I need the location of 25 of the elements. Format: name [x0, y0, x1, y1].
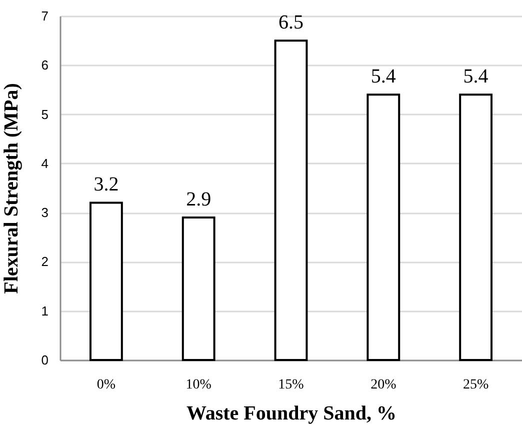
x-tick-label: 20% — [370, 378, 397, 392]
y-tick-label: 3 — [41, 205, 48, 220]
y-tick-label: 6 — [41, 58, 48, 73]
x-tick-label: 25% — [462, 378, 489, 392]
bar — [366, 94, 400, 361]
y-tick-label: 7 — [41, 8, 48, 24]
y-axis-title: Flexural Strength (MPa) — [0, 83, 22, 294]
x-tick-label: 0% — [96, 378, 116, 392]
bar — [182, 216, 216, 361]
data-label: 5.4 — [370, 66, 396, 88]
y-tick-label: 4 — [41, 156, 48, 171]
x-tick-label: 10% — [186, 378, 212, 392]
x-axis-title: Waste Foundry Sand, % — [186, 402, 397, 424]
data-label: 3.2 — [94, 174, 119, 196]
data-label: 2.9 — [186, 188, 212, 210]
y-tick-label: 5 — [41, 106, 48, 122]
y-tick-label: 2 — [41, 254, 48, 270]
y-tick-label: 1 — [41, 303, 48, 318]
y-tick-label: 0 — [41, 352, 48, 368]
bar — [274, 40, 308, 361]
data-label: 6.5 — [278, 12, 304, 34]
data-label: 5.4 — [463, 66, 488, 88]
x-tick-label: 15% — [278, 378, 304, 392]
bar — [459, 94, 493, 361]
bar — [89, 202, 123, 361]
